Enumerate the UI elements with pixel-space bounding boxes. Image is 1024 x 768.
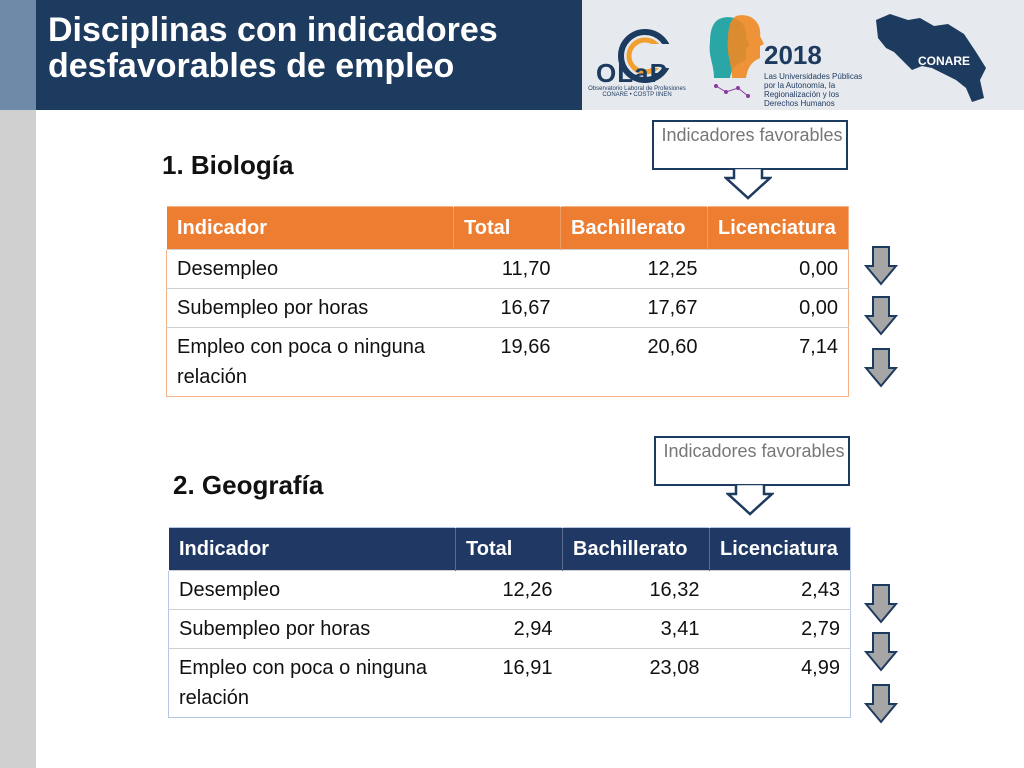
callout-down-arrow-icon [724, 168, 772, 200]
bachillerato-cell: 12,25 [560, 249, 708, 289]
title-band [36, 0, 582, 110]
licenciatura-cell: 2,43 [709, 570, 851, 610]
callout-down-arrow-icon [726, 484, 774, 516]
total-cell: 16,67 [453, 288, 561, 328]
column-header: Licenciatura [707, 206, 849, 250]
indicator-cell: Desempleo [166, 249, 454, 289]
column-header: Licenciatura [709, 527, 851, 571]
favorable-indicators-callout: Indicadores favorables [654, 436, 850, 486]
table-header-row: Indicador Total Bachillerato Licenciatur… [168, 527, 851, 571]
bachillerato-cell: 17,67 [560, 288, 708, 328]
table-row: Empleo con poca o ninguna relación 16,91… [168, 648, 851, 718]
table-row: Desempleo 11,70 12,25 0,00 [166, 249, 849, 289]
down-arrow-icon [864, 246, 898, 286]
column-header: Bachillerato [560, 206, 708, 250]
indicator-cell: Subempleo por horas [166, 288, 454, 328]
bachillerato-cell: 23,08 [562, 648, 710, 718]
column-header: Indicador [168, 527, 456, 571]
favorable-indicators-callout: Indicadores favorables [652, 120, 848, 170]
callout-label: Indicadores favorables [663, 441, 845, 461]
logo-band: OLaP Observatorio Laboral de Profesiones… [582, 0, 1024, 110]
column-header: Total [453, 206, 561, 250]
conare-label: CONARE [918, 54, 971, 68]
licenciatura-cell: 7,14 [707, 327, 849, 397]
indicator-cell: Desempleo [168, 570, 456, 610]
total-cell: 19,66 [453, 327, 561, 397]
column-header: Indicador [166, 206, 454, 250]
bachillerato-cell: 16,32 [562, 570, 710, 610]
section-title-geografia: 2. Geografía [173, 470, 324, 500]
geografia-table: Indicador Total Bachillerato Licenciatur… [168, 527, 851, 718]
olap-subtitle: Observatorio Laboral de Profesiones CONA… [588, 86, 686, 98]
slogan-text: Las Universidades Públicas por la Autono… [764, 72, 863, 108]
total-cell: 16,91 [455, 648, 563, 718]
section-title-biologia: 1. Biología [162, 150, 294, 180]
bachillerato-cell: 3,41 [562, 609, 710, 649]
total-cell: 12,26 [455, 570, 563, 610]
olap-wordmark: OLaP [596, 58, 668, 88]
licenciatura-cell: 4,99 [709, 648, 851, 718]
down-arrow-icon [864, 632, 898, 672]
costa-rica-map-icon [876, 14, 986, 102]
licenciatura-cell: 0,00 [707, 288, 849, 328]
callout-label: Indicadores favorables [661, 125, 843, 145]
licenciatura-cell: 2,79 [709, 609, 851, 649]
total-cell: 2,94 [455, 609, 563, 649]
down-arrow-icon [864, 296, 898, 336]
total-cell: 11,70 [453, 249, 561, 289]
table-row: Subempleo por horas 2,94 3,41 2,79 [168, 609, 851, 649]
slide-title: Disciplinas con indicadores desfavorable… [48, 11, 498, 85]
table-row: Empleo con poca o ninguna relación 19,66… [166, 327, 849, 397]
biologia-table: Indicador Total Bachillerato Licenciatur… [166, 206, 849, 397]
table-row: Desempleo 12,26 16,32 2,43 [168, 570, 851, 610]
table-row: Subempleo por horas 16,67 17,67 0,00 [166, 288, 849, 328]
indicator-cell: Subempleo por horas [168, 609, 456, 649]
heads-logo-icon [709, 15, 764, 98]
licenciatura-cell: 0,00 [707, 249, 849, 289]
column-header: Bachillerato [562, 527, 710, 571]
down-arrow-icon [864, 584, 898, 624]
down-arrow-icon [864, 684, 898, 724]
left-side-bar-accent [0, 0, 36, 110]
indicator-cell: Empleo con poca o ninguna relación [166, 327, 454, 397]
down-arrow-icon [864, 348, 898, 388]
olap-logo-icon [618, 29, 680, 83]
year-label: 2018 [764, 40, 822, 70]
left-side-bar [0, 0, 36, 768]
indicator-cell: Empleo con poca o ninguna relación [168, 648, 456, 718]
column-header: Total [455, 527, 563, 571]
bachillerato-cell: 20,60 [560, 327, 708, 397]
table-header-row: Indicador Total Bachillerato Licenciatur… [166, 206, 849, 250]
